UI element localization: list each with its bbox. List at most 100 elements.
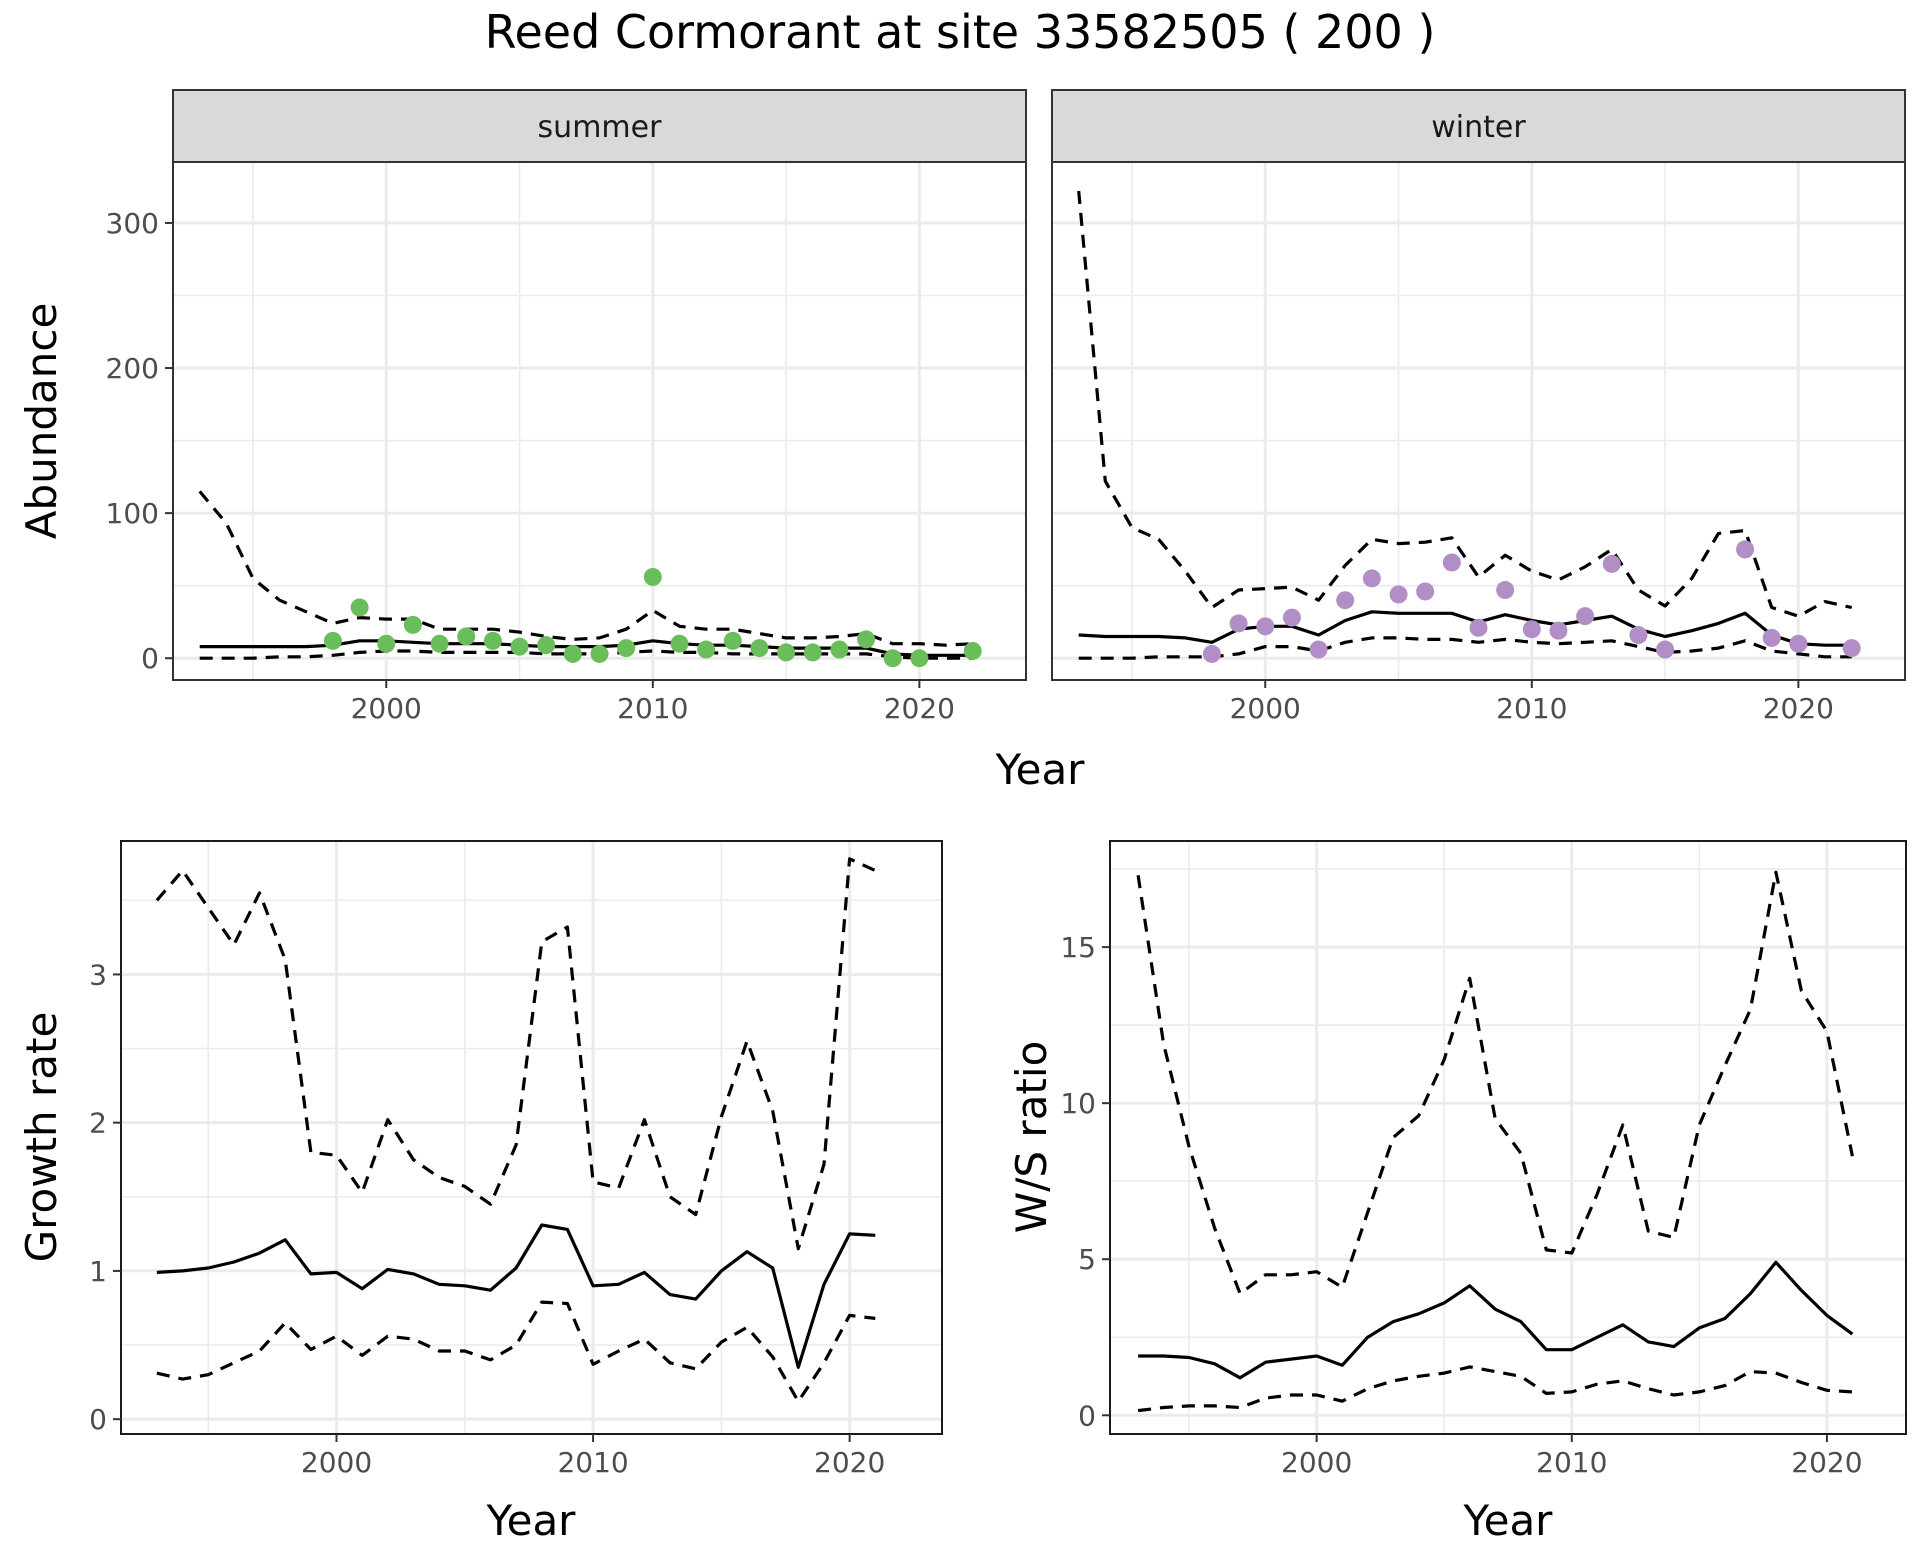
observed-point bbox=[910, 649, 929, 668]
observed-point bbox=[1229, 614, 1248, 633]
panel-border bbox=[120, 840, 943, 1435]
y-tick-label: 15 bbox=[1060, 931, 1096, 964]
x-tick-label: 2020 bbox=[1763, 692, 1834, 725]
facet-strip-label: summer bbox=[538, 110, 663, 145]
y-tick-label: 300 bbox=[106, 207, 159, 240]
x-tick-label: 2010 bbox=[617, 692, 688, 725]
observed-point bbox=[377, 634, 396, 653]
observed-point bbox=[723, 631, 742, 650]
x-tick-label: 2020 bbox=[814, 1446, 885, 1479]
y-tick-label: 0 bbox=[1078, 1399, 1096, 1432]
observed-point bbox=[430, 634, 449, 653]
upper-line bbox=[155, 857, 876, 1251]
x-tick-label: 2000 bbox=[351, 692, 422, 725]
x-axis-title: Year bbox=[1463, 1496, 1554, 1545]
facet-strip bbox=[1051, 89, 1906, 163]
observed-point bbox=[1416, 582, 1435, 601]
y-tick-label: 200 bbox=[106, 352, 159, 385]
observed-point bbox=[883, 649, 902, 668]
observed-point bbox=[1469, 618, 1488, 637]
y-axis-title: Growth rate bbox=[17, 1012, 66, 1263]
observed-point bbox=[777, 643, 796, 662]
panel-border bbox=[1109, 840, 1907, 1435]
y-tick-label: 0 bbox=[141, 642, 159, 675]
observed-point bbox=[643, 567, 662, 586]
lower-line bbox=[1137, 1365, 1853, 1413]
observed-point bbox=[1389, 585, 1408, 604]
estimate-line bbox=[1138, 1260, 1854, 1380]
chart-title: Reed Cormorant at site 33582505 ( 200 ) bbox=[485, 5, 1436, 59]
observed-point bbox=[1282, 608, 1301, 627]
y-axis-title: W/S ratio bbox=[1007, 1041, 1056, 1234]
y-tick-label: 3 bbox=[89, 958, 107, 991]
observed-point bbox=[1256, 617, 1275, 636]
y-tick-label: 100 bbox=[106, 497, 159, 530]
x-tick-label: 2020 bbox=[884, 692, 955, 725]
observed-point bbox=[1842, 639, 1861, 658]
top-y-axis-title: Abundance bbox=[17, 303, 66, 540]
panel-background bbox=[1052, 162, 1905, 680]
x-tick-label: 2010 bbox=[1536, 1446, 1607, 1479]
observed-point bbox=[563, 644, 582, 663]
x-tick-label: 2000 bbox=[1230, 692, 1301, 725]
observed-point bbox=[1522, 620, 1541, 639]
observed-point bbox=[1202, 644, 1221, 663]
growth-rate-panel: 2000 2010 2020 0 1 2 3 Year Growth rate bbox=[17, 840, 943, 1545]
upper-line bbox=[198, 490, 973, 647]
facet-strip bbox=[172, 89, 1027, 163]
summer-abundance-panel: summer 2000 2010 2020 0 100 200 300 bbox=[106, 89, 1027, 725]
x-tick-label: 2010 bbox=[1496, 692, 1567, 725]
observed-point bbox=[963, 641, 982, 660]
observed-point bbox=[1362, 569, 1381, 588]
panel-background bbox=[1110, 841, 1906, 1434]
observed-point bbox=[1309, 640, 1328, 659]
winter-abundance-panel: winter 2000 2010 2020 bbox=[1051, 89, 1906, 725]
y-tick-label: 10 bbox=[1060, 1087, 1096, 1120]
observed-point bbox=[1442, 553, 1461, 572]
observed-point bbox=[830, 640, 849, 659]
observed-point bbox=[1602, 554, 1621, 573]
lower-line bbox=[156, 1300, 876, 1403]
observed-point bbox=[1576, 607, 1595, 626]
observed-point bbox=[403, 615, 422, 634]
x-tick-label: 2020 bbox=[1791, 1446, 1862, 1479]
observed-point bbox=[1656, 640, 1675, 659]
observed-point bbox=[350, 598, 369, 617]
x-tick-label: 2000 bbox=[301, 1446, 372, 1479]
y-tick-label: 1 bbox=[89, 1255, 107, 1288]
observed-point bbox=[537, 636, 556, 655]
observed-point bbox=[457, 627, 476, 646]
observed-point bbox=[1736, 540, 1755, 559]
ws-ratio-panel: 2000 2010 2020 0 5 10 15 Year W/S ratio bbox=[1007, 840, 1907, 1545]
observed-point bbox=[617, 639, 636, 658]
observed-point bbox=[510, 637, 529, 656]
observed-point bbox=[1762, 628, 1781, 647]
estimate-line bbox=[156, 1223, 876, 1369]
observed-point bbox=[1789, 634, 1808, 653]
lower-line bbox=[1078, 636, 1852, 660]
observed-point bbox=[1629, 626, 1648, 645]
observed-point bbox=[1336, 591, 1355, 610]
observed-point bbox=[750, 639, 769, 658]
y-tick-label: 0 bbox=[89, 1403, 107, 1436]
facet-strip-label: winter bbox=[1431, 110, 1526, 145]
panel-background bbox=[173, 162, 1026, 680]
x-axis-title: Year bbox=[486, 1496, 577, 1545]
x-tick-label: 2000 bbox=[1281, 1446, 1352, 1479]
y-tick-label: 2 bbox=[89, 1107, 107, 1140]
observed-point bbox=[670, 634, 689, 653]
top-x-axis-title: Year bbox=[995, 745, 1086, 794]
x-tick-label: 2010 bbox=[557, 1446, 628, 1479]
observed-point bbox=[803, 643, 822, 662]
observed-point bbox=[697, 640, 716, 659]
observed-point bbox=[1549, 621, 1568, 640]
y-tick-label: 5 bbox=[1078, 1243, 1096, 1276]
observed-point bbox=[323, 631, 342, 650]
panel-background bbox=[121, 841, 942, 1434]
observed-point bbox=[857, 630, 876, 649]
observed-point bbox=[590, 644, 609, 663]
estimate-line bbox=[1078, 610, 1852, 647]
observed-point bbox=[1496, 581, 1515, 600]
observed-point bbox=[483, 631, 502, 650]
